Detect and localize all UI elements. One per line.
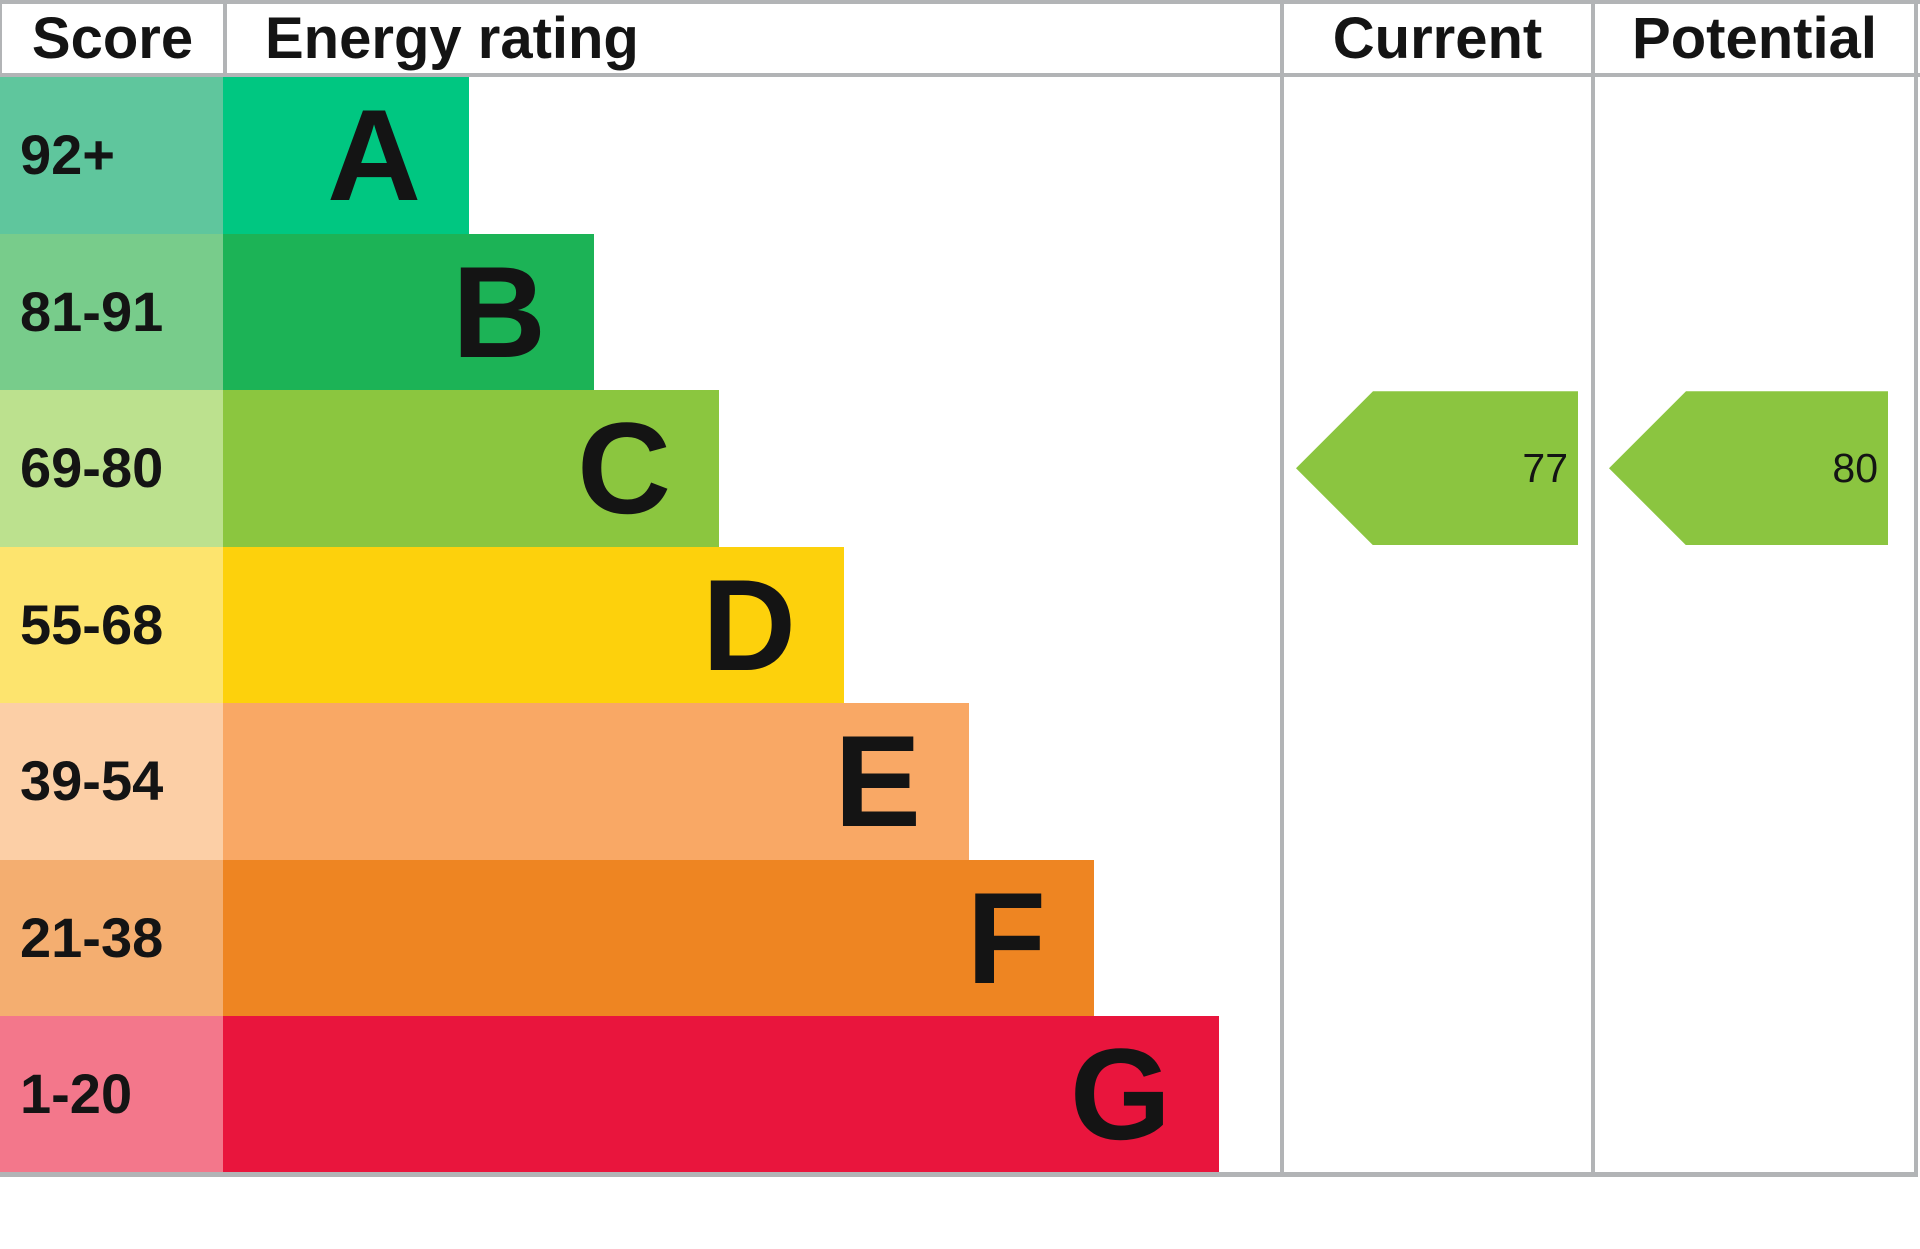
band-bar-c: C xyxy=(223,390,719,547)
band-bar-g: G xyxy=(223,1016,1219,1173)
band-row-c: 69-80 C xyxy=(0,390,1920,547)
score-range-g: 1-20 xyxy=(0,1016,223,1173)
band-row-d: 55-68 D xyxy=(0,546,1920,703)
potential-header-label: Potential xyxy=(1632,5,1877,71)
score-header-label: Score xyxy=(31,5,194,71)
band-row-b: 81-91 B xyxy=(0,233,1920,390)
score-range-b: 81-91 xyxy=(0,233,223,390)
header-bottom-border xyxy=(0,73,1920,77)
score-range-e: 39-54 xyxy=(0,703,223,860)
score-range-f: 21-38 xyxy=(0,859,223,1016)
score-range-d: 55-68 xyxy=(0,546,223,703)
table-top-border xyxy=(0,0,1920,4)
band-row-a: 92+ A xyxy=(0,77,1920,234)
band-bar-b: B xyxy=(223,233,594,390)
table-bottom-border xyxy=(0,1172,1918,1177)
band-row-g: 1-20 G xyxy=(0,1016,1920,1173)
score-range-c: 69-80 xyxy=(0,390,223,547)
potential-rating-value: 80 xyxy=(1832,444,1878,491)
current-column-header: Current xyxy=(1284,4,1591,73)
energy-rating-header-label: Energy rating xyxy=(265,5,639,71)
current-header-label: Current xyxy=(1332,5,1543,71)
energy-rating-column-header: Energy rating xyxy=(227,4,1280,73)
band-bar-e: E xyxy=(223,703,969,860)
current-column-divider xyxy=(1280,4,1284,1172)
potential-column-header: Potential xyxy=(1595,4,1914,73)
potential-column-divider xyxy=(1591,4,1595,1172)
band-bar-d: D xyxy=(223,546,844,703)
score-column-divider xyxy=(223,4,227,73)
band-row-e: 39-54 E xyxy=(0,703,1920,860)
table-right-border xyxy=(1914,4,1918,1172)
band-bar-a: A xyxy=(223,77,469,234)
score-column-header: Score xyxy=(2,4,223,73)
band-rows: 92+ A 81-91 B 69-80 C 55-68 D 39-54 E 21-38 F 1-20 G xyxy=(0,77,1920,1173)
header-left-border xyxy=(0,4,2,73)
band-row-f: 21-38 F xyxy=(0,859,1920,1016)
score-range-a: 92+ xyxy=(0,77,223,234)
band-bar-f: F xyxy=(223,859,1094,1016)
current-rating-value: 77 xyxy=(1522,444,1568,491)
